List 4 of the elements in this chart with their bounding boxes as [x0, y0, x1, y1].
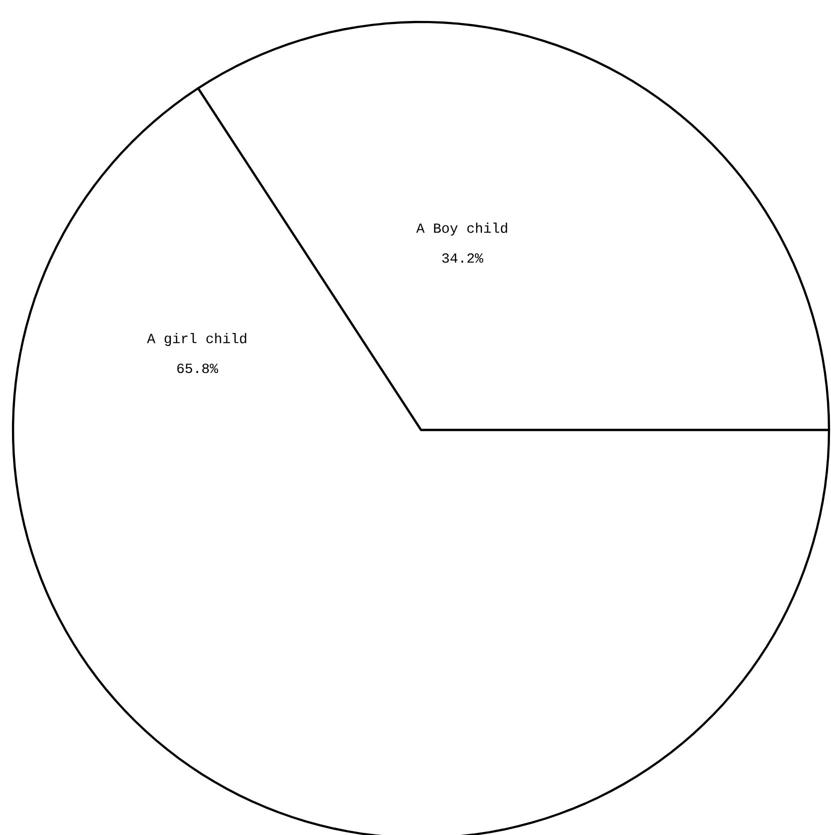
- data-label: 65.8%: [177, 364, 218, 374]
- slice-label: A girl child: [146, 332, 246, 346]
- slice-label: A Boy child: [416, 222, 508, 236]
- data-label: 34.2%: [442, 253, 484, 263]
